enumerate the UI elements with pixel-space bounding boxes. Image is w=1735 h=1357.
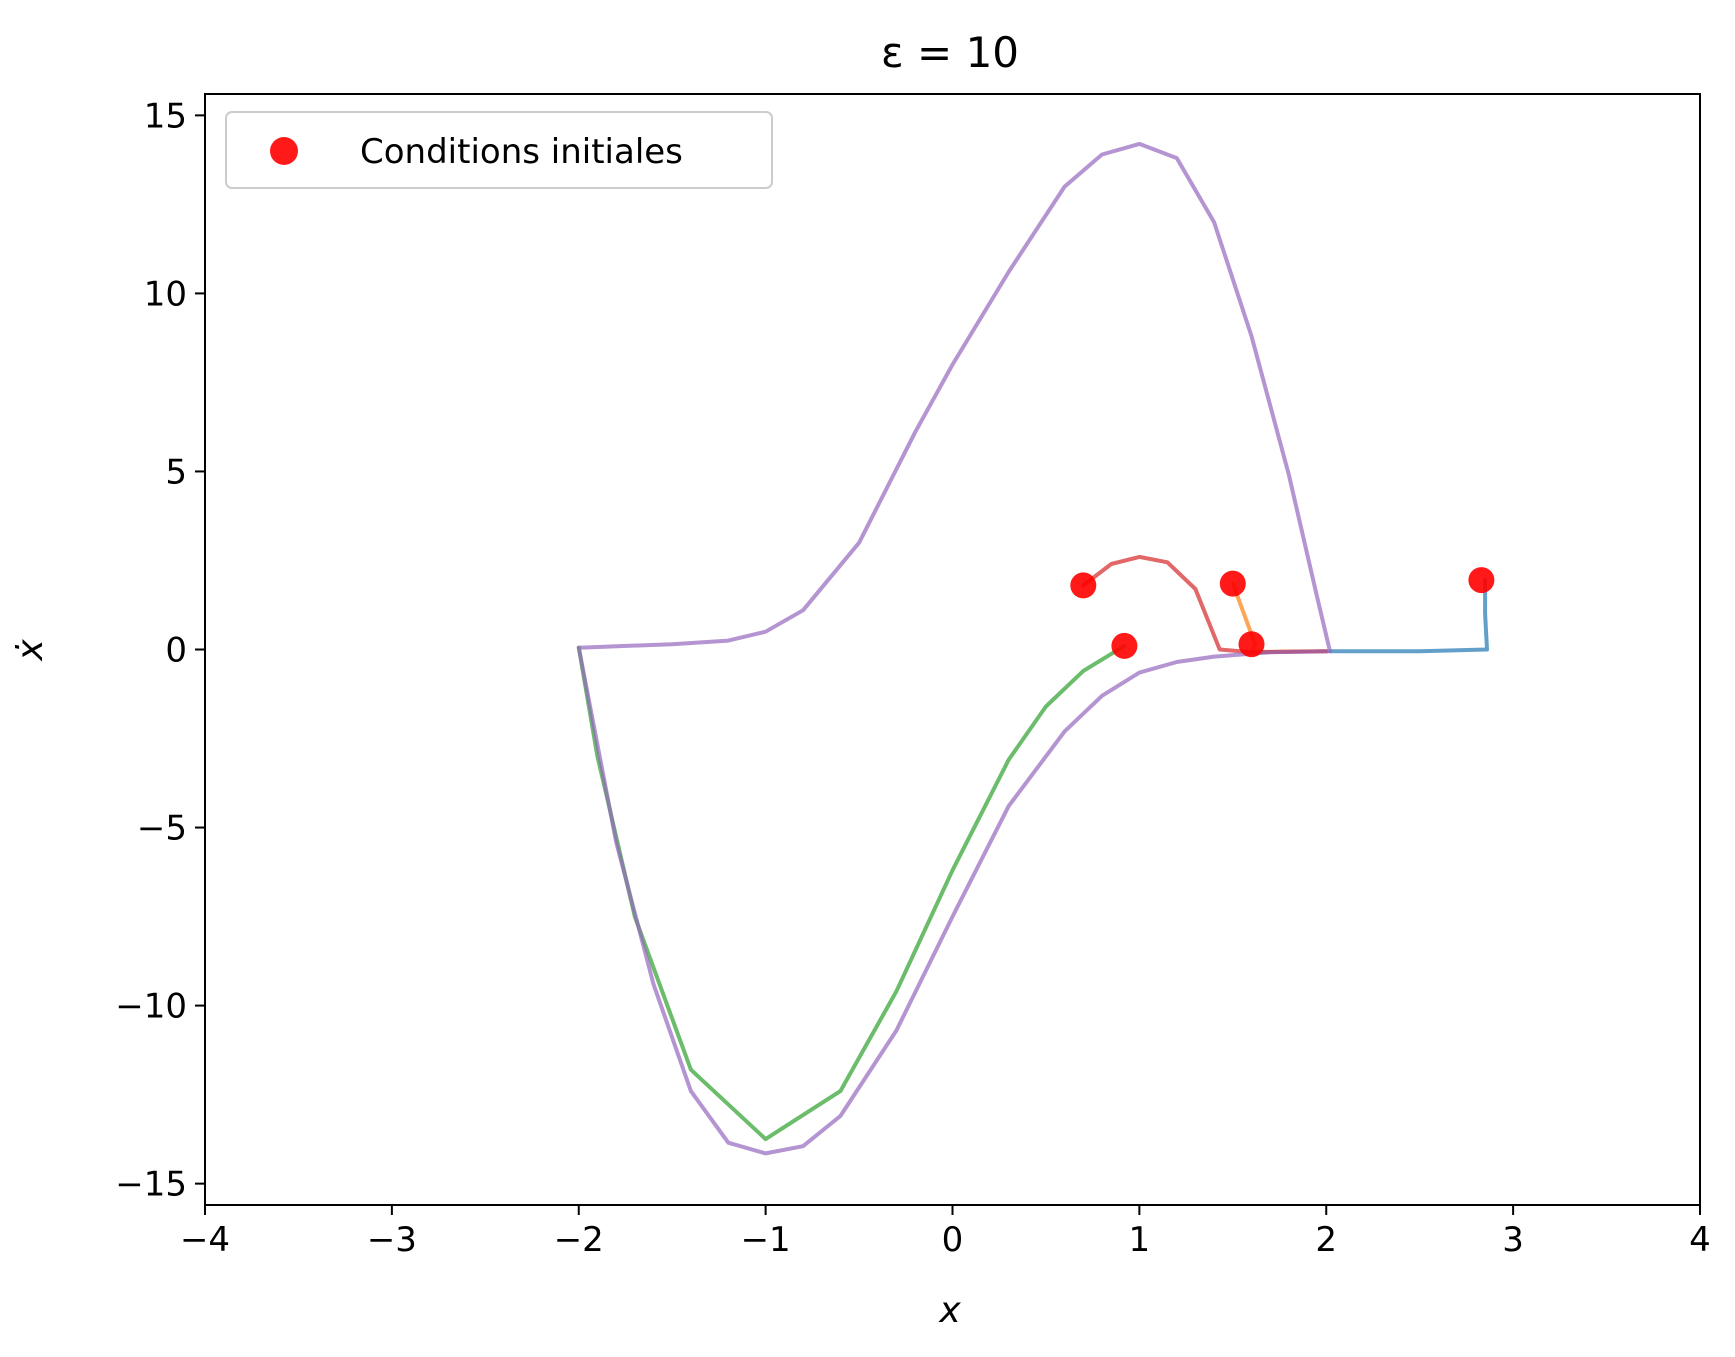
x-tick-label: 2 xyxy=(1315,1220,1337,1260)
y-tick-label: −10 xyxy=(115,987,187,1027)
trajectory-line-5 xyxy=(576,141,1332,1156)
y-tick-label: −15 xyxy=(115,1165,187,1205)
y-tick-label: 10 xyxy=(144,274,187,314)
initial-condition-point-4 xyxy=(1070,572,1097,599)
y-tick-label: 5 xyxy=(165,452,187,492)
y-tick-label: −5 xyxy=(137,809,187,849)
y-axis-label: ẋ xyxy=(10,639,51,662)
trajectory-line-1 xyxy=(1328,578,1489,654)
initial-condition-point-3 xyxy=(1238,631,1265,658)
y-tick-label: 0 xyxy=(165,631,187,671)
x-tick-label: −1 xyxy=(741,1220,791,1260)
x-tick-label: 1 xyxy=(1129,1220,1151,1260)
x-tick-label: −3 xyxy=(367,1220,417,1260)
x-tick-label: 0 xyxy=(942,1220,964,1260)
initial-condition-point-2 xyxy=(1219,570,1246,597)
legend-marker xyxy=(270,137,298,165)
y-tick-label: 15 xyxy=(144,96,187,136)
legend: Conditions initiales xyxy=(225,111,773,189)
x-tick-label: 3 xyxy=(1502,1220,1524,1260)
initial-conditions-layer xyxy=(1070,567,1495,659)
legend-label: Conditions initiales xyxy=(360,132,683,172)
chart-title: ε = 10 xyxy=(881,28,1019,77)
x-tick-label: −4 xyxy=(180,1220,230,1260)
initial-condition-point-5 xyxy=(1111,632,1138,659)
x-tick-label: −2 xyxy=(554,1220,604,1260)
x-axis-label: x xyxy=(938,1290,961,1331)
legend-frame xyxy=(225,111,773,189)
initial-condition-point-1 xyxy=(1468,567,1495,594)
x-tick-label: 4 xyxy=(1689,1220,1711,1260)
